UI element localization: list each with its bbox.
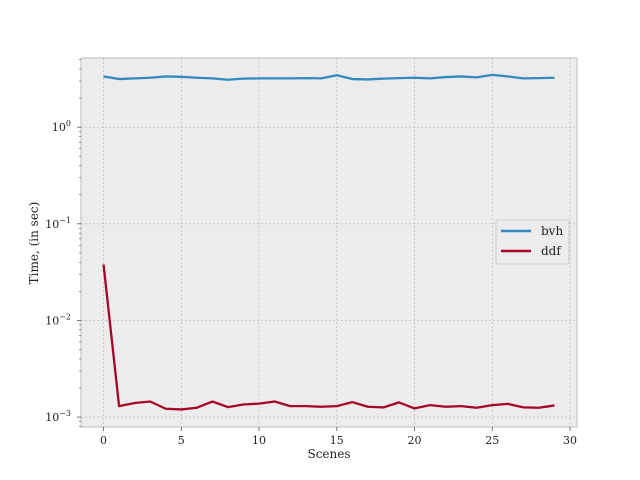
x-tick-label: 20 bbox=[408, 434, 422, 447]
y-tick-label: 100 bbox=[52, 119, 71, 134]
x-axis: 0 5 10 15 20 25 30 bbox=[100, 427, 577, 447]
x-tick-label: 5 bbox=[178, 434, 185, 447]
legend-label-ddf: ddf bbox=[541, 244, 562, 258]
y-axis-label: Time, (in sec) bbox=[27, 202, 41, 285]
x-tick-label: 0 bbox=[100, 434, 107, 447]
x-axis-label: Scenes bbox=[307, 447, 350, 461]
series-line-ddf bbox=[102, 264, 555, 411]
legend: bvh ddf bbox=[495, 219, 570, 265]
x-tick-label: 30 bbox=[563, 434, 577, 447]
grid bbox=[81, 58, 577, 427]
legend-label-bvh: bvh bbox=[541, 224, 563, 238]
y-tick-label: 10−2 bbox=[45, 312, 71, 327]
x-tick-label: 25 bbox=[485, 434, 499, 447]
x-tick-label: 15 bbox=[330, 434, 344, 447]
series-line-bvh bbox=[103, 73, 555, 81]
y-axis: 10−3 10−2 10−1 100 bbox=[45, 59, 81, 427]
plot-frame bbox=[80, 57, 578, 428]
x-tick-label: 10 bbox=[252, 434, 266, 447]
plot-area bbox=[81, 58, 577, 427]
series-layer bbox=[102, 73, 555, 411]
y-tick-label: 10−3 bbox=[45, 409, 71, 424]
y-tick-label: 10−1 bbox=[45, 216, 71, 231]
